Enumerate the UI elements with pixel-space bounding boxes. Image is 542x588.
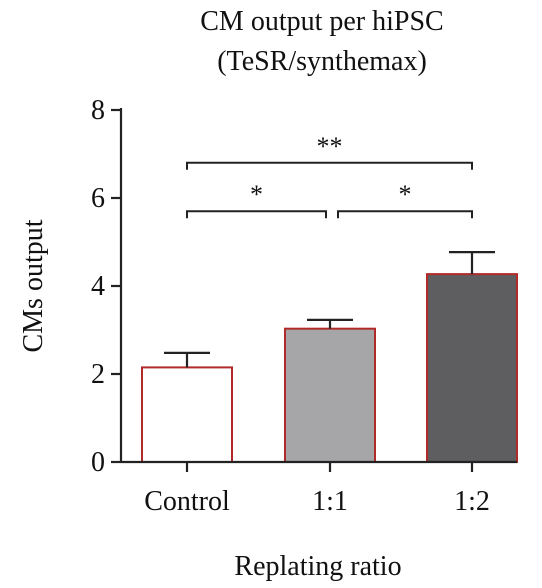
y-tick-label-0: 0 (91, 447, 105, 478)
chart-title-line-1: CM output per hiPSC (200, 6, 443, 37)
bars-group (141, 273, 518, 463)
significance-label-1: * (399, 180, 412, 209)
significance-label-0: * (250, 180, 263, 209)
significance-bracket-1 (337, 210, 473, 219)
chart-title-line-2: (TeSR/synthemax) (217, 46, 427, 77)
y-tick-label-4: 4 (91, 271, 105, 302)
y-tick-label-2: 2 (91, 359, 105, 390)
y-tick-label-6: 6 (91, 183, 105, 214)
significance-label-2: ** (317, 132, 343, 161)
significance-bracket-2 (186, 161, 473, 170)
x-tick-label-2: 1:2 (454, 486, 490, 517)
y-axis-label: CMs output (18, 219, 49, 352)
bar-1 (284, 327, 376, 463)
x-tick-label-0: Control (144, 486, 230, 517)
significance-bracket-0 (186, 210, 327, 219)
error-bars-group (164, 251, 495, 368)
x-axis-label: Replating ratio (234, 551, 401, 582)
y-tick-label-8: 8 (91, 95, 105, 126)
bar-0 (141, 366, 233, 463)
x-tick-label-1: 1:1 (312, 486, 348, 517)
x-ticks-group: Control 1:1 1:2 (144, 462, 490, 517)
significance-group: * *** (186, 132, 473, 219)
y-ticks-group: 0 2 4 6 8 (91, 95, 121, 478)
bar-2 (426, 273, 518, 463)
